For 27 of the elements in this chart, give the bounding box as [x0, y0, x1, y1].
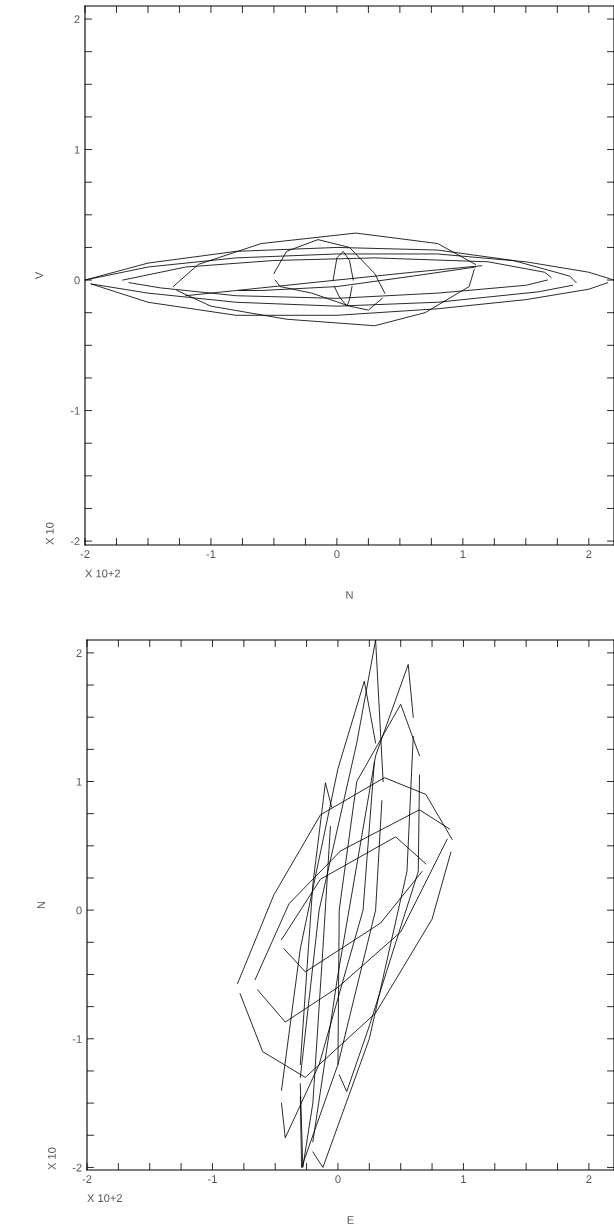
- x-tick-label: 2: [586, 550, 592, 558]
- y-tick-label: -1: [72, 1035, 82, 1043]
- y-tick-label: 2: [74, 15, 80, 24]
- y-tick-label: 0: [76, 906, 82, 915]
- y-axis-title: V: [35, 271, 43, 280]
- text: X 10+2: [85, 569, 120, 578]
- x-axis-title: N: [346, 591, 353, 599]
- x-tick-label: 0: [334, 550, 340, 559]
- y-tick-label: -2: [70, 537, 80, 546]
- y-tick-label: -1: [70, 406, 80, 415]
- x-axis-title: E: [347, 1216, 354, 1224]
- x-tick-label: -1: [208, 1175, 217, 1183]
- text: X 10: [47, 1147, 56, 1170]
- text: X 10+2: [87, 1194, 122, 1203]
- x-tick-label: 1: [461, 1175, 466, 1183]
- y-axis-title: N: [37, 901, 45, 909]
- x-tick-label: 2: [586, 1175, 592, 1183]
- y-tick-label: 0: [74, 276, 80, 285]
- y-tick-label: 2: [76, 649, 82, 657]
- y-tick-label: -2: [72, 1163, 82, 1172]
- x-tick-label: -2: [82, 1175, 92, 1183]
- text: X 10: [45, 522, 54, 545]
- x-tick-label: -1: [206, 550, 216, 558]
- y-tick-label: 1: [76, 777, 82, 786]
- y-tick-label: 1: [74, 145, 80, 154]
- x-tick-label: 1: [460, 550, 466, 558]
- x-tick-label: 0: [335, 1175, 341, 1184]
